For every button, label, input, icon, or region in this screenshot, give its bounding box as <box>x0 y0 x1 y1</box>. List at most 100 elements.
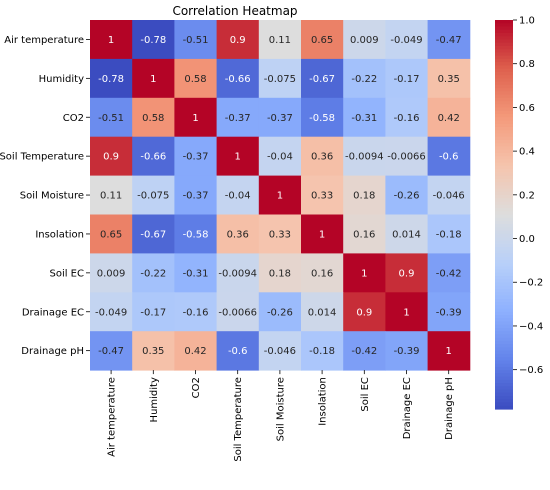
colorbar-segment <box>495 350 513 355</box>
heatmap-cell <box>132 97 175 138</box>
cell-value-label: 0.009 <box>97 268 126 279</box>
colorbar-segment <box>495 276 513 280</box>
cell-value-label: -0.39 <box>436 307 462 318</box>
colorbar: 1.0 0.8 0.6 0.4 0.2 0.0 −0.2 −0.4 −0.6 <box>495 16 543 410</box>
cell-value-label: -0.78 <box>140 35 166 46</box>
heatmap-cell <box>90 58 133 99</box>
heatmap-cell <box>427 136 471 177</box>
column-tick-label: Drainage pH <box>444 377 455 440</box>
column-tick-label: Insolation <box>318 377 329 426</box>
cell-value-label: 0.36 <box>311 152 333 163</box>
colorbar-segment <box>495 39 513 44</box>
row-tick-label: Drainage pH <box>21 346 84 357</box>
heatmap-cell <box>90 331 133 371</box>
heatmap-cell <box>90 253 133 293</box>
heatmap-cell <box>132 253 175 293</box>
cell-value-label: 1 <box>403 307 409 318</box>
cell-value-label: 0.35 <box>142 346 164 357</box>
cell-value-label: -0.26 <box>267 307 293 318</box>
heatmap-cell <box>385 331 429 371</box>
heatmap-cell <box>132 58 175 99</box>
heatmap-cell <box>301 253 344 293</box>
heatmap-cell <box>427 331 471 371</box>
cell-value-label: -0.0094 <box>345 152 384 163</box>
colorbar-segment <box>495 405 513 410</box>
heatmap-cell <box>174 331 218 371</box>
colorbar-segment <box>495 379 513 384</box>
colorbar-segment <box>495 52 513 57</box>
cell-value-label: 1 <box>446 346 452 357</box>
column-tick-label: Soil Moisture <box>275 377 286 441</box>
colorbar-segment <box>495 344 513 349</box>
cell-value-label: -0.049 <box>95 307 127 318</box>
heatmap-cell <box>343 331 386 371</box>
colorbar-segment <box>495 139 513 144</box>
colorbar-segment <box>495 353 513 358</box>
colorbar-segment <box>495 156 513 160</box>
cell-value-label: -0.47 <box>98 346 124 357</box>
colorbar-segment <box>495 347 513 352</box>
colorbar-segment <box>495 321 513 326</box>
colorbar-segment <box>495 169 513 173</box>
colorbar-segment <box>495 75 513 79</box>
cell-value-label: 0.65 <box>311 35 333 46</box>
heatmap-cell <box>90 214 133 254</box>
colorbar-tick-label: −0.4 <box>519 321 543 332</box>
colorbar-segment <box>495 58 513 63</box>
colorbar-segment <box>495 110 513 115</box>
colorbar-segment <box>495 318 513 323</box>
colorbar-segment <box>495 246 513 251</box>
heatmap-cell <box>216 175 260 215</box>
cell-value-label: 0.18 <box>269 268 291 279</box>
heatmap-cell <box>301 20 344 60</box>
colorbar-segment <box>495 68 513 73</box>
cell-value-label: -0.049 <box>390 35 422 46</box>
cell-value-label: 0.35 <box>438 74 460 85</box>
cell-value-label: -0.51 <box>98 113 124 124</box>
colorbar-segment <box>495 117 513 122</box>
colorbar-segment <box>495 204 513 209</box>
colorbar-segment <box>495 240 513 245</box>
cell-value-label: -0.046 <box>264 346 296 357</box>
row-tick-label: CO2 <box>63 113 84 124</box>
colorbar-segment <box>495 188 513 193</box>
colorbar-tick-label: −0.6 <box>519 365 543 376</box>
cell-value-label: 1 <box>150 74 156 85</box>
cell-value-label: -0.58 <box>309 113 335 124</box>
heatmap-cell <box>343 214 386 254</box>
cell-value-label: -0.04 <box>225 191 251 202</box>
cell-value-label: 0.014 <box>392 229 421 240</box>
heatmap-cell <box>343 136 386 177</box>
cell-value-label: -0.075 <box>137 191 169 202</box>
colorbar-segment <box>495 55 513 60</box>
heatmap-cell <box>132 175 175 215</box>
heatmap-cell <box>343 292 386 332</box>
cell-value-label: 0.33 <box>269 229 291 240</box>
cell-value-label: 0.9 <box>230 35 246 46</box>
colorbar-tick-label: 0.0 <box>519 234 535 245</box>
colorbar-segment <box>495 272 513 277</box>
cell-value-label: -0.37 <box>225 113 251 124</box>
colorbar-tick-label: 0.2 <box>519 190 535 201</box>
heatmap-cell <box>132 331 175 371</box>
heatmap-cell <box>216 136 260 177</box>
colorbar-segment <box>495 308 513 313</box>
heatmap-cell <box>216 253 260 293</box>
cell-value-label: 0.42 <box>184 346 206 357</box>
colorbar-segment <box>495 165 513 170</box>
column-tick-labels: Air temperature Humidity CO2 Soil Temperatu… <box>107 370 455 462</box>
heatmap-cell <box>174 136 218 177</box>
heatmap-cell <box>427 292 471 332</box>
heatmap-cell <box>132 20 175 60</box>
cell-value-label: 0.18 <box>353 191 375 202</box>
colorbar-segment <box>495 114 513 118</box>
colorbar-segment <box>495 91 513 96</box>
colorbar-segment <box>495 195 513 199</box>
colorbar-segment <box>495 285 513 290</box>
colorbar-segment <box>495 107 513 112</box>
colorbar-segment <box>495 314 513 319</box>
colorbar-segment <box>495 363 513 368</box>
cell-value-label: 1 <box>235 152 241 163</box>
cell-value-label: -0.31 <box>351 113 377 124</box>
